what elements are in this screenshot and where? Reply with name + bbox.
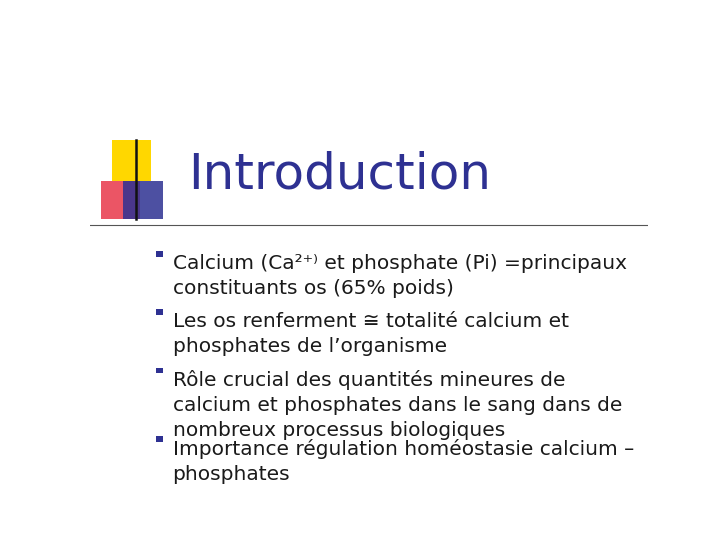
Bar [124, 181, 163, 219]
Bar [101, 181, 140, 219]
Text: Les os renferment ≅ totalité calcium et
phosphates de l’organisme: Les os renferment ≅ totalité calcium et … [173, 312, 569, 356]
Text: Introduction: Introduction [188, 151, 490, 199]
Bar [156, 436, 163, 442]
Text: Calcium (Ca²⁺⁾ et phosphate (Pi) =principaux
constituants os (65% poids): Calcium (Ca²⁺⁾ et phosphate (Pi) =princi… [173, 254, 626, 298]
Bar [156, 368, 163, 373]
Text: Rôle crucial des quantités mineures de
calcium et phosphates dans le sang dans d: Rôle crucial des quantités mineures de c… [173, 370, 622, 441]
Bar [156, 251, 163, 256]
Bar [112, 140, 151, 181]
Bar [156, 309, 163, 315]
Text: Importance régulation homéostasie calcium –
phosphates: Importance régulation homéostasie calciu… [173, 439, 634, 484]
